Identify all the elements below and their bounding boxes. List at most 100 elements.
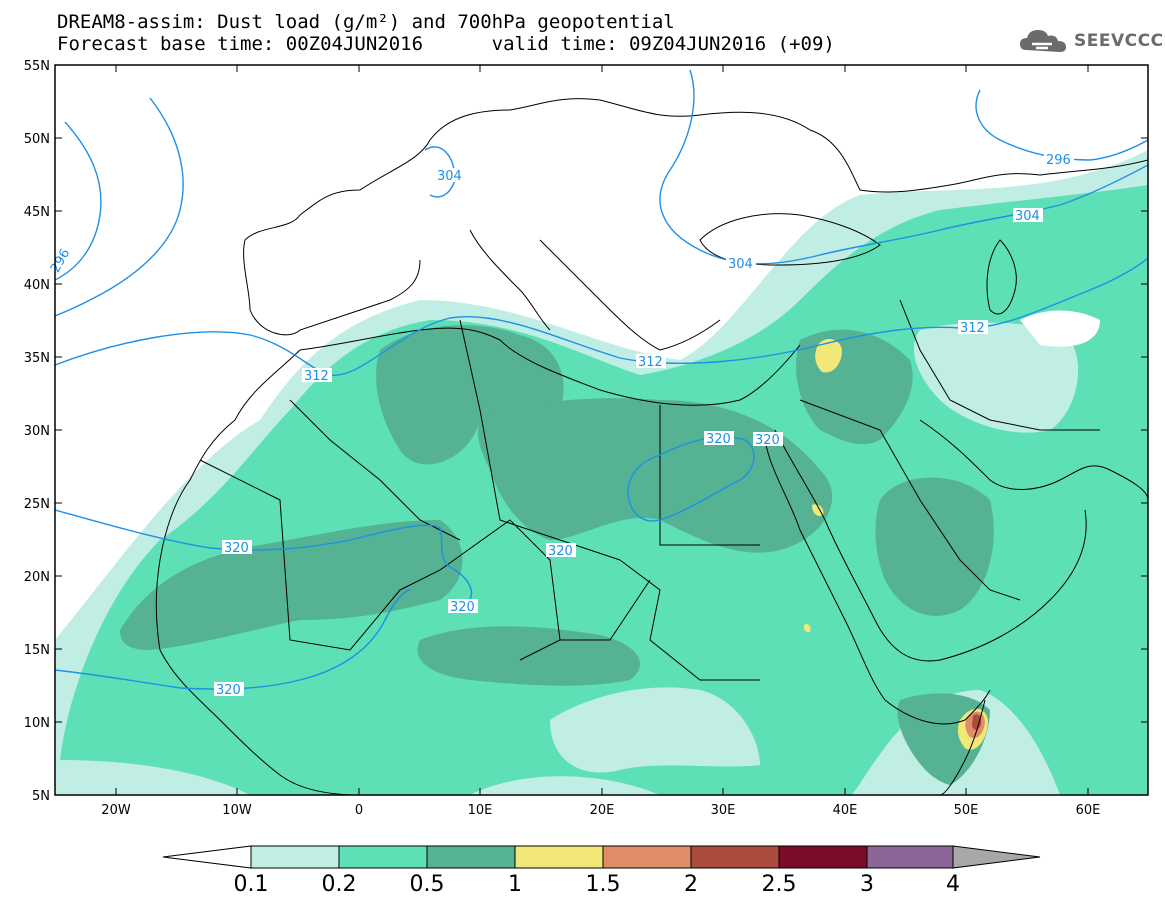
contour-label: 304 <box>1015 209 1040 224</box>
contour-label: 312 <box>960 321 985 336</box>
coastlines <box>155 98 1148 795</box>
contour-label: 320 <box>548 544 573 559</box>
contour-label: 312 <box>304 369 329 384</box>
colorbar-swatch <box>778 845 868 869</box>
colorbar-swatch <box>602 845 692 869</box>
colorbar-label: 1.5 <box>585 872 621 897</box>
logo-text: SEEVCCC <box>1074 31 1164 51</box>
colorbar-label: 4 <box>946 872 960 897</box>
longitude-labels: 20W 10W 0 10E 20E 30E 40E 50E 60E <box>101 803 1100 818</box>
lat-label: 50N <box>24 132 50 147</box>
lon-label: 20E <box>590 803 615 818</box>
coast-iberia <box>243 239 421 336</box>
colorbar-swatch <box>426 845 516 869</box>
colorbar-swatch <box>514 845 604 869</box>
colorbar-high-arrow <box>952 845 1041 869</box>
coast-redsea-west <box>764 439 991 725</box>
axis-ticks <box>55 64 1148 795</box>
contour-label: 320 <box>706 432 731 447</box>
dust-band-0.5-arabia <box>875 477 994 616</box>
contour-label: 320 <box>224 541 249 556</box>
contour-label: 312 <box>638 355 663 370</box>
dust-fields <box>55 65 1148 795</box>
contour-label: 304 <box>728 257 753 272</box>
dust-band-1-ethiopia <box>803 623 811 633</box>
dust-band-0.5-west <box>120 520 463 650</box>
border-libya <box>459 319 621 561</box>
contour-label: 320 <box>450 600 475 615</box>
border-algeria <box>289 399 461 541</box>
coast-westafrica <box>155 349 361 795</box>
cloud-icon <box>1020 30 1066 52</box>
dust-band-0.5-central <box>478 398 833 553</box>
contour-label: 296 <box>1046 153 1071 168</box>
contour-296-west <box>55 121 102 281</box>
contour-304-east <box>659 69 1148 265</box>
lat-label: 30N <box>24 424 50 439</box>
lat-label: 45N <box>24 205 50 220</box>
border-chad <box>560 579 651 641</box>
border-niger <box>399 519 561 661</box>
colorbar-label: 1 <box>508 872 522 897</box>
contour-304-west <box>55 97 184 317</box>
lon-label: 10W <box>222 803 252 818</box>
coast-redsea-east <box>774 429 1087 662</box>
dust-band-1-redsea <box>812 504 824 516</box>
lat-label: 15N <box>24 643 50 658</box>
lon-label: 20W <box>101 803 131 818</box>
colorbar-label: 0.5 <box>409 872 445 897</box>
lat-label: 10N <box>24 716 50 731</box>
map-title: DREAM8-assim: Dust load (g/m²) and 700hP… <box>57 11 675 33</box>
dust-band-2 <box>972 714 982 730</box>
colorbar-swatch <box>690 845 780 869</box>
contour-label: 320 <box>755 433 780 448</box>
lon-label: 60E <box>1076 803 1101 818</box>
lat-label: 35N <box>24 351 50 366</box>
lon-label: 30E <box>711 803 736 818</box>
coast-balkans <box>539 239 721 351</box>
contour-320-south <box>55 589 411 690</box>
border-saudi <box>799 399 1021 601</box>
colorbar-labels: 0.1 0.2 0.5 1 1.5 2 2.5 3 4 <box>0 872 1165 902</box>
colorbar <box>162 845 1041 869</box>
lat-label: 25N <box>24 497 50 512</box>
geopotential-contours <box>55 69 1148 690</box>
seevccc-logo: SEEVCCC <box>1018 26 1164 56</box>
colorbar-label: 2 <box>684 872 698 897</box>
contour-labels: 304 296 304 304 296 312 312 312 320 320 … <box>48 152 1074 698</box>
coast-nafrica <box>299 327 801 406</box>
lon-label: 40E <box>833 803 858 818</box>
contour-312 <box>55 257 1148 376</box>
dust-hole-3 <box>1020 310 1100 347</box>
lon-label: 50E <box>954 803 979 818</box>
coast-italy <box>469 229 551 331</box>
contour-label: 320 <box>216 683 241 698</box>
dust-hole-1 <box>550 687 760 773</box>
dust-hole-2 <box>913 322 1079 433</box>
coast-gulf <box>919 419 1148 501</box>
colorbar-swatch <box>250 845 340 869</box>
lon-label: 0 <box>355 803 363 818</box>
latitude-labels: 55N 50N 45N 40N 35N 30N 25N 20N 15N 10N … <box>24 59 50 804</box>
colorbar-label: 3 <box>860 872 874 897</box>
contour-320-west <box>55 509 473 606</box>
colorbar-swatch <box>338 845 428 869</box>
border-mali <box>199 459 401 651</box>
colorbar-low-arrow <box>162 845 252 869</box>
border-egypt <box>659 405 760 546</box>
contour-296-east <box>975 89 1148 161</box>
lat-label: 20N <box>24 570 50 585</box>
colorbar-label: 0.2 <box>321 872 357 897</box>
dust-band-0.5 <box>376 325 564 465</box>
forecast-time-subtitle: Forecast base time: 00Z04JUN2016 valid t… <box>57 33 835 55</box>
coast-horn <box>939 699 986 795</box>
lat-label: 5N <box>32 789 50 804</box>
colorbar-label: 0.1 <box>233 872 269 897</box>
lon-label: 10E <box>468 803 493 818</box>
border-sudan <box>619 559 760 681</box>
coast-europe <box>244 98 1148 241</box>
lat-label: 40N <box>24 278 50 293</box>
dust-band-1-syria <box>815 338 842 373</box>
border-iran <box>899 299 1100 431</box>
